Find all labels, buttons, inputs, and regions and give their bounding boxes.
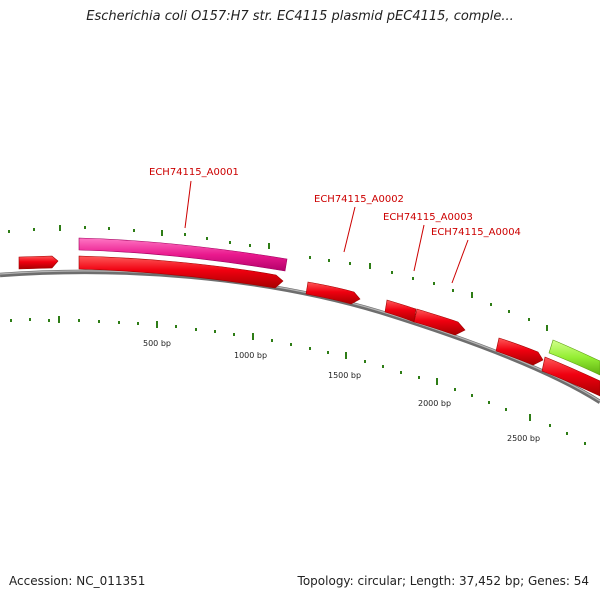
scale-label-1500: 1500 bp bbox=[328, 371, 361, 380]
topology-summary: Topology: circular; Length: 37,452 bp; G… bbox=[297, 574, 589, 588]
scale-label-1000: 1000 bp bbox=[234, 351, 267, 360]
gene-label-a0002[interactable]: ECH74115_A0002 bbox=[314, 194, 404, 205]
gene-arrow-red-5[interactable] bbox=[413, 308, 466, 336]
gene-label-a0004[interactable]: ECH74115_A0004 bbox=[431, 227, 521, 238]
label-leader-a0001 bbox=[184, 180, 192, 229]
gene-arrow-red-2[interactable] bbox=[78, 255, 284, 289]
gene-arrow-red-7[interactable] bbox=[541, 356, 600, 397]
plasmid-backbone bbox=[0, 269, 600, 404]
gene-arrow-red-1[interactable] bbox=[18, 255, 59, 270]
label-leader-a0003 bbox=[413, 224, 425, 272]
gene-arrow-red-6[interactable] bbox=[495, 337, 544, 366]
inner-scale-ticks bbox=[10, 316, 586, 445]
map-title: Escherichia coli O157:H7 str. EC4115 pla… bbox=[86, 9, 514, 24]
gene-arrow-green[interactable] bbox=[548, 339, 600, 376]
scale-label-2500: 2500 bp bbox=[507, 434, 540, 443]
gene-label-a0003[interactable]: ECH74115_A0003 bbox=[383, 212, 473, 223]
outer-scale-ticks bbox=[8, 225, 548, 331]
label-leader-a0004 bbox=[451, 239, 469, 284]
gene-label-a0001[interactable]: ECH74115_A0001 bbox=[149, 167, 239, 178]
gene-arrow-pink[interactable] bbox=[78, 237, 288, 272]
label-leader-a0002 bbox=[343, 206, 356, 253]
accession-label: Accession: NC_011351 bbox=[9, 574, 146, 588]
scale-label-2000: 2000 bp bbox=[418, 399, 451, 408]
scale-label-500: 500 bp bbox=[143, 339, 171, 348]
gene-arrow-red-3[interactable] bbox=[305, 281, 361, 305]
